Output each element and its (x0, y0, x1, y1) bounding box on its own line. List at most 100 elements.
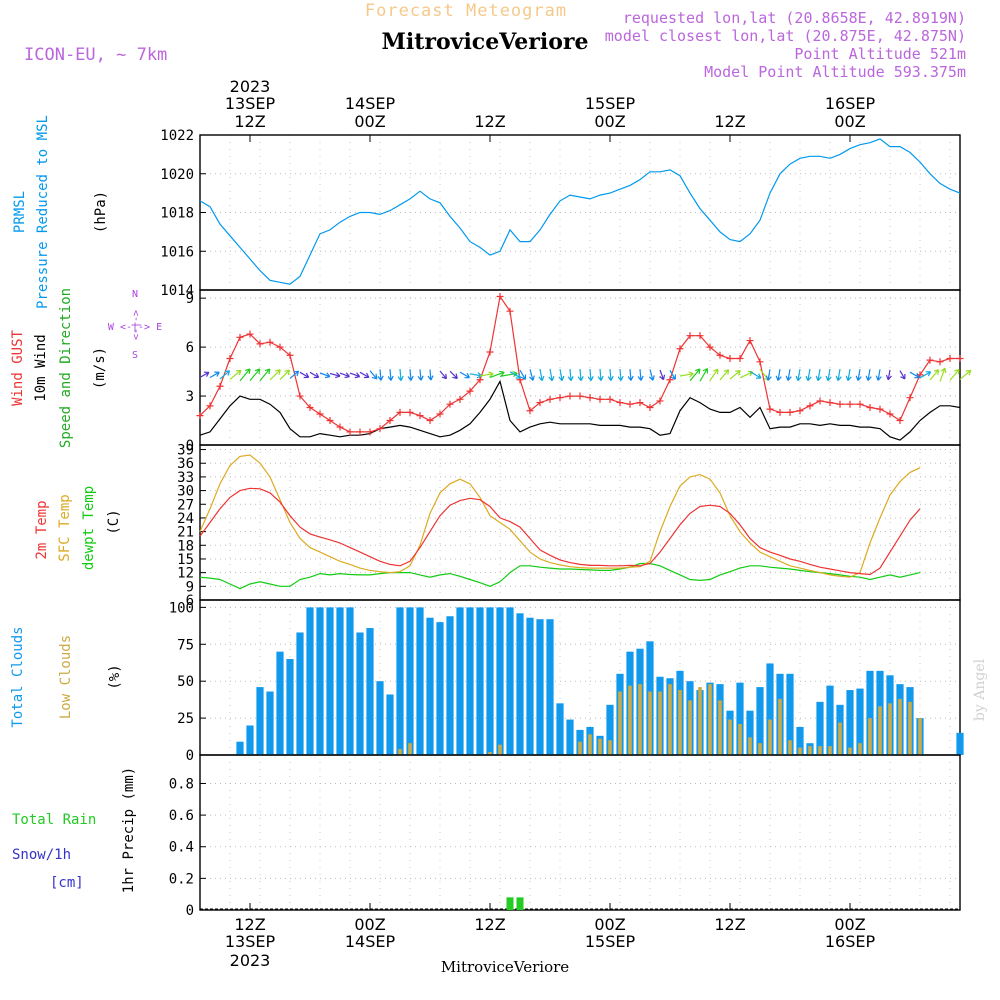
precip-snow-unit: [cm] (50, 875, 84, 891)
gust-marker (656, 397, 664, 405)
gust-marker (686, 332, 694, 340)
wind-arrow (885, 369, 892, 381)
wind-arrow (939, 367, 947, 382)
cloud-total-bar (496, 607, 504, 755)
cloud-low-bar (918, 718, 922, 755)
wind-arrow (299, 371, 310, 379)
cloud-total-bar (336, 607, 344, 755)
gust-marker (896, 417, 904, 425)
wind-arrow (845, 368, 852, 381)
y-tick-label: 18 (177, 538, 194, 554)
gust-marker (526, 407, 534, 415)
wind-speed-dir-label: Speed and Direction (58, 288, 74, 448)
gust-marker (416, 412, 424, 420)
wind-arrow (377, 369, 384, 381)
temp-unit: (C) (106, 509, 122, 534)
y-tick-label: 36 (177, 456, 194, 472)
cloud-low-bar (638, 684, 642, 755)
precip-snow-label: Snow/1h (12, 847, 71, 863)
gust-marker (876, 405, 884, 413)
gust-marker (236, 333, 244, 341)
gust-marker (816, 397, 824, 405)
wind-arrow (339, 372, 350, 379)
y-tick-label: 0 (186, 438, 194, 454)
location-title: MitroviceVeriore (382, 29, 589, 55)
cloud-total-bar (306, 607, 314, 755)
y-tick-label: 1014 (160, 283, 194, 299)
wind-arrow (289, 370, 300, 379)
cloud-low-bar (818, 746, 822, 755)
cloud-total-bar (506, 607, 514, 755)
gust-marker (336, 423, 344, 431)
time-label: 15SEP (585, 94, 636, 113)
y-tick-label: 0.8 (169, 776, 194, 792)
wind-arrow (637, 369, 644, 381)
cloud-low-bar (858, 743, 862, 755)
wind-arrow (699, 367, 708, 382)
cloud-low-bar (588, 734, 592, 755)
pressure-name: PRMSL (12, 191, 28, 233)
wind-arrow (909, 371, 920, 379)
model-label: ICON-EU, ~ 7km (24, 45, 167, 65)
gust-marker (956, 355, 964, 363)
closest-coords: model closest lon,lat (20.875E, 42.875N) (605, 27, 966, 45)
time-label: 00Z (354, 915, 385, 934)
wind-arrow (548, 368, 555, 382)
panel-clouds: 0 25 50 75 100 (169, 599, 964, 764)
gust-marker (436, 410, 444, 418)
cloud-total-bar (376, 681, 384, 755)
time-label: 14SEP (345, 932, 396, 951)
gust-marker (296, 392, 304, 400)
dewpt-line (199, 562, 921, 590)
gust-marker (626, 400, 634, 408)
y-tick-label: 21 (177, 525, 194, 541)
wind-arrow (825, 368, 832, 382)
cloud-low-bar (808, 746, 812, 755)
cloud-low-bar (718, 700, 722, 755)
cloud-low-bar (498, 744, 502, 755)
cloud-low-bar (878, 706, 882, 755)
gust-marker (866, 403, 874, 411)
cloud-total-bar (456, 607, 464, 755)
cloud-low-bar (738, 724, 742, 755)
wind-arrow (617, 368, 624, 381)
time-label: 12Z (474, 915, 505, 934)
wind-arrow (509, 371, 522, 379)
y-tick-label: 27 (177, 497, 194, 513)
wind-arrow (627, 369, 634, 381)
wind-arrow (567, 368, 574, 382)
gust-marker (316, 410, 324, 418)
cloud-total-bar (606, 704, 614, 755)
wind-gust-label: Wind GUST (10, 330, 26, 406)
y-tick-label: 9 (186, 579, 194, 595)
forecast-title: Forecast Meteogram (365, 1, 567, 21)
y-tick-label: 0.2 (169, 871, 194, 887)
cloud-total-bar (416, 607, 424, 755)
gust-marker (586, 394, 594, 402)
cloud-total-bar (356, 632, 364, 755)
gust-marker (346, 428, 354, 436)
time-label: 00Z (834, 112, 865, 131)
wind-arrow (749, 371, 762, 379)
cloud-total-bar (286, 659, 294, 755)
gust-marker (536, 399, 544, 407)
rain-bar (506, 897, 514, 910)
gust-marker (826, 399, 834, 407)
cloud-low-bar (728, 719, 732, 755)
gust-marker (936, 358, 944, 366)
wind-arrow (387, 369, 394, 381)
wind-arrow (269, 369, 281, 381)
y-tick-label: 12 (177, 566, 194, 582)
gust-marker (326, 417, 334, 425)
cloud-total-bar (526, 617, 534, 755)
wind-arrow (785, 369, 792, 381)
time-label: 13SEP (225, 94, 276, 113)
wind-arrow (959, 369, 972, 380)
wind-arrow (709, 368, 719, 381)
gust-marker (216, 382, 224, 390)
temp-2m-label: 2m Temp (34, 500, 50, 559)
cloud-unit: (%) (107, 664, 123, 689)
gust-marker (666, 376, 674, 384)
gust-marker (546, 395, 554, 403)
